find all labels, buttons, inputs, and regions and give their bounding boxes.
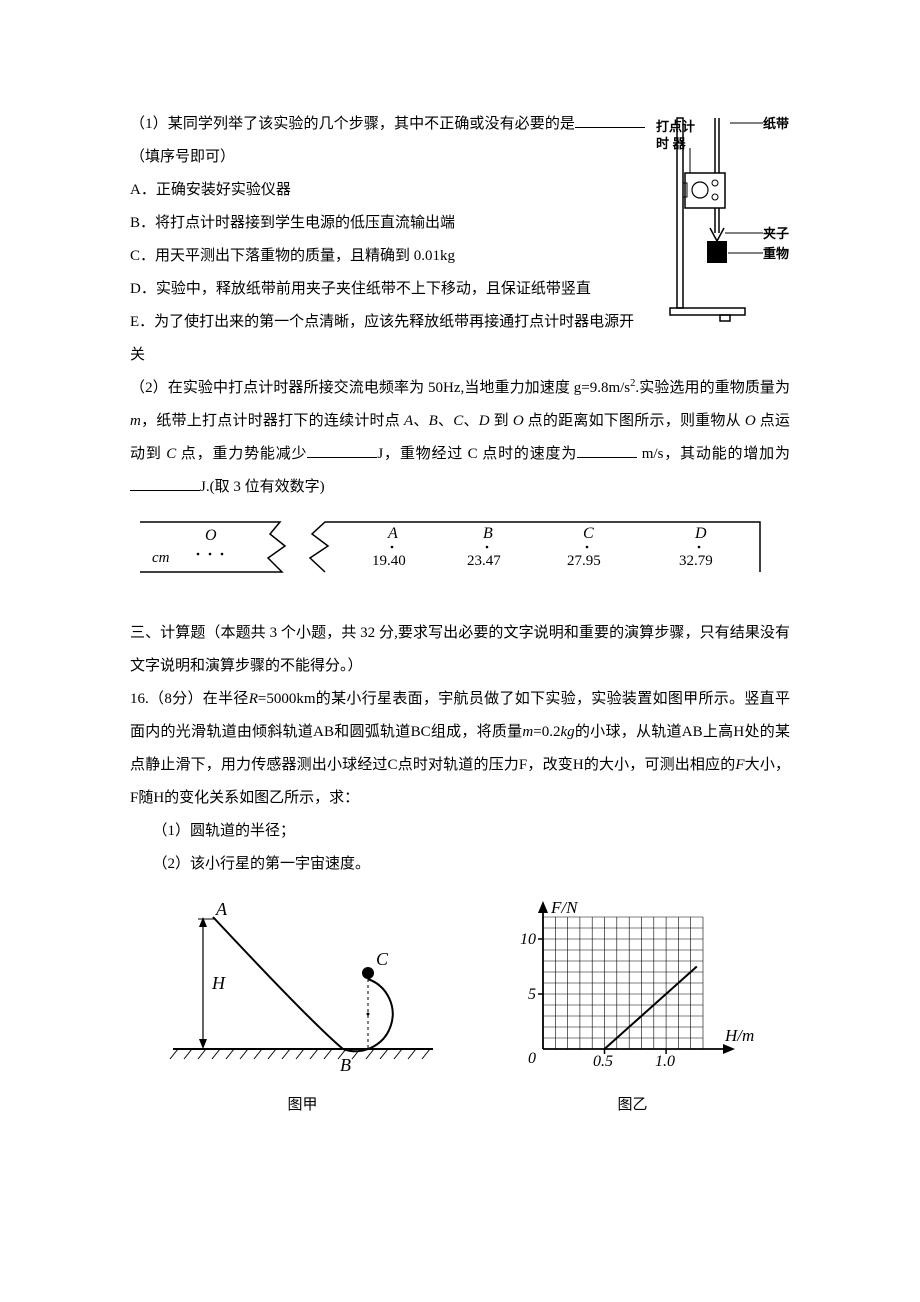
question-15-continued: 打点计 时 器 纸带 夹子 重物 （1）某同学列举了该实验的几个步骤，其中不正确…	[130, 108, 790, 1122]
q16-a: 16.（8分）在半径	[130, 691, 249, 707]
q16-sub1: （1）圆轨道的半径；	[130, 815, 790, 848]
tape-valA: 19.40	[372, 553, 406, 569]
q1-part2: （2）在实验中打点计时器所接交流电频率为 50Hz,当地重力加速度 g=9.8m…	[130, 372, 790, 504]
fig-yi-y0: 0	[528, 1050, 536, 1067]
t-e: 点的距离如下图所示，则重物从	[524, 413, 745, 429]
q16-c: =0.2	[533, 724, 560, 740]
t-h: J，重物经过 C 点时的速度为	[377, 446, 577, 462]
section-3-header: 三、计算题（本题共 3 个小题，共 32 分,要求写出必要的文字说明和重要的演算…	[130, 617, 790, 683]
t-g: 点，重力势能减少	[176, 446, 307, 462]
tape-C: C	[583, 525, 594, 542]
fig-jia-caption: 图甲	[158, 1089, 448, 1122]
tape-valD: 32.79	[679, 553, 713, 569]
var-D: D	[479, 413, 490, 429]
tape-B: B	[483, 525, 493, 542]
t-j: J.(取 3 位有效数字)	[200, 479, 325, 495]
tape-valB: 23.47	[467, 553, 501, 569]
fig-yi-x05: 0.5	[593, 1053, 613, 1070]
q16-sub2: （2）该小行星的第一宇宙速度。	[130, 848, 790, 881]
t-c: ，纸带上打点计时器打下的连续计时点	[141, 413, 404, 429]
label-weight: 重物	[763, 246, 789, 261]
blank-4[interactable]	[130, 476, 200, 491]
label-tape: 纸带	[763, 116, 789, 131]
figures-row: A B C H 图甲	[130, 899, 790, 1122]
tape-A: A	[387, 525, 398, 542]
label-clip: 夹子	[763, 226, 789, 241]
q1-stem-prefix: （1）某同学列举了该实验的几个步骤，其中不正确或没有必要的是	[130, 116, 575, 132]
blank-3[interactable]	[577, 443, 637, 458]
figure-jia: A B C H	[158, 899, 448, 1074]
fig-yi-ylabel: F/N	[550, 899, 579, 917]
tape-D: D	[694, 525, 707, 542]
var-C: C	[453, 413, 463, 429]
var-O2: O	[745, 413, 756, 429]
fig-yi-y10: 10	[520, 931, 536, 948]
q16-stem: 16.（8分）在半径R=5000km的某小行星表面，宇航员做了如下实验，实验装置…	[130, 683, 790, 815]
tape-diagram: O cm A B C D 19.40 23.47 27.95 32.79	[130, 514, 790, 599]
label-timer2: 时 器	[656, 136, 687, 151]
q16-kg: kg	[560, 724, 574, 740]
blank-2[interactable]	[307, 443, 377, 458]
tape-O: O	[205, 527, 217, 544]
figure-yi-container: F/N H/m 10 5 0 0.5 1.0 图乙	[503, 899, 763, 1122]
t-a: （2）在实验中打点计时器所接交流电频率为 50Hz,当地重力加速度 g=9.8m…	[130, 380, 630, 396]
fig-yi-x10: 1.0	[655, 1053, 675, 1070]
var-C2: C	[166, 446, 176, 462]
t-b: .实验选用的重物质量为	[635, 380, 790, 396]
fig-jia-C: C	[376, 949, 389, 969]
t-i: m/s，其动能的增加为	[637, 446, 790, 462]
fig-jia-B: B	[340, 1055, 351, 1074]
var-O: O	[513, 413, 524, 429]
fig-yi-xlabel: H/m	[724, 1026, 754, 1045]
figure-jia-container: A B C H 图甲	[158, 899, 448, 1122]
q16-F: F	[735, 757, 744, 773]
q16-R: R	[249, 691, 258, 707]
var-B: B	[429, 413, 438, 429]
blank-1[interactable]	[575, 113, 645, 128]
fig-yi-caption: 图乙	[503, 1089, 763, 1122]
var-A: A	[404, 413, 413, 429]
fig-jia-H: H	[211, 973, 226, 993]
t-d: 到	[490, 413, 513, 429]
figure-yi: F/N H/m 10 5 0 0.5 1.0	[503, 899, 763, 1074]
label-timer1: 打点计	[656, 119, 695, 134]
device-diagram: 打点计 时 器 纸带 夹子 重物	[655, 113, 790, 336]
var-m: m	[130, 413, 141, 429]
fig-yi-y5: 5	[528, 986, 536, 1003]
tape-cm: cm	[152, 550, 170, 566]
fig-jia-A: A	[215, 899, 228, 919]
q1-stem-suffix: （填序号即可）	[130, 149, 235, 165]
tape-valC: 27.95	[567, 553, 601, 569]
q16-m: m	[522, 724, 533, 740]
